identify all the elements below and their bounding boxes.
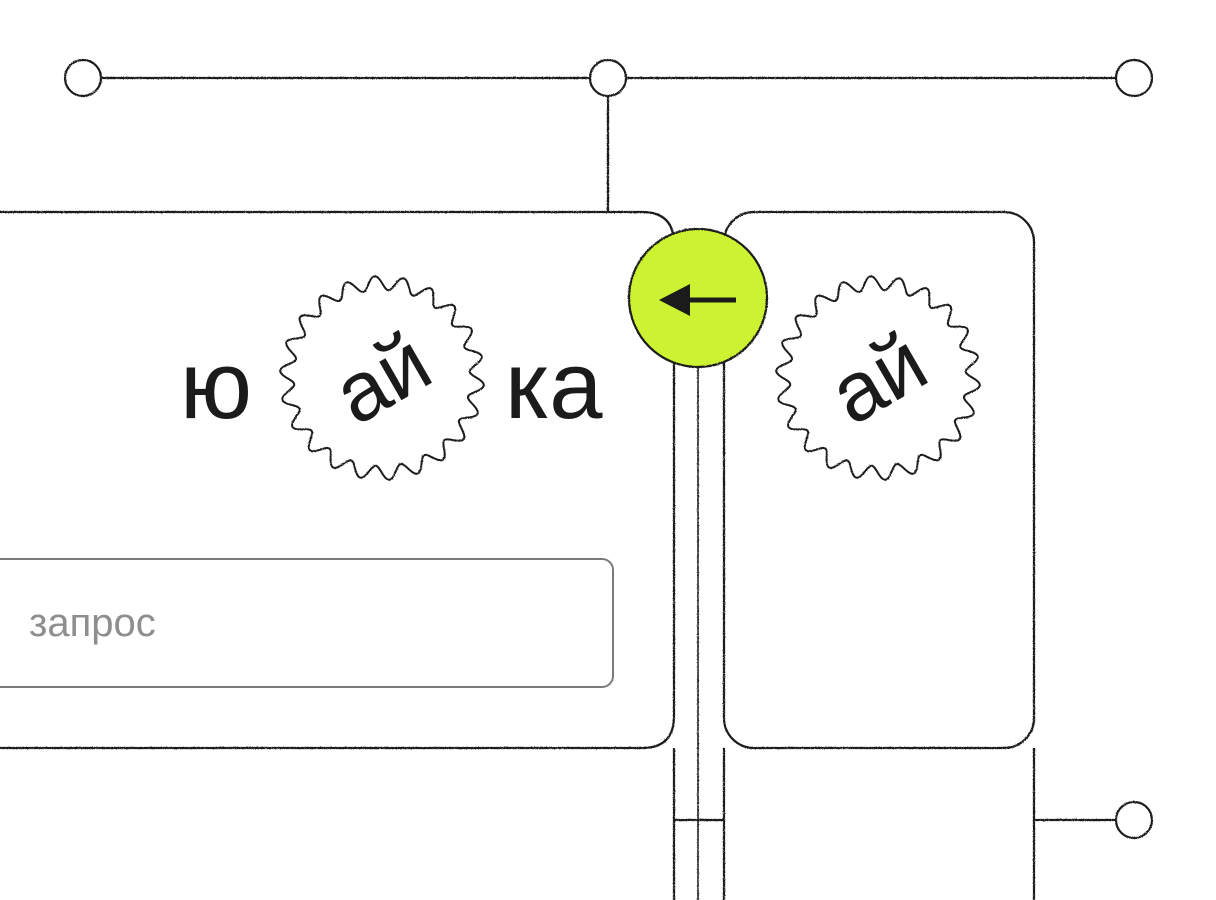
node-circle	[63, 58, 103, 98]
main-card-outline	[0, 210, 676, 750]
logo-stamp-text: ай	[318, 314, 446, 442]
search-field[interactable]	[0, 558, 614, 688]
scalloped-badge-icon	[279, 275, 485, 481]
search-input[interactable]	[29, 600, 589, 646]
secondary-stamp-text: ай	[814, 314, 942, 442]
arrow-left-icon	[659, 284, 736, 316]
back-button[interactable]	[627, 227, 769, 369]
scalloped-badge-icon	[775, 275, 981, 481]
logo-stamp: ай	[279, 275, 485, 481]
logo-prefix: ю	[180, 332, 252, 439]
node-circle	[588, 58, 628, 98]
secondary-stamp: ай	[775, 275, 981, 481]
node-circle	[1114, 800, 1154, 840]
secondary-card-outline	[722, 210, 1036, 750]
logo-suffix: ка	[505, 332, 603, 439]
node-circle	[1114, 58, 1154, 98]
